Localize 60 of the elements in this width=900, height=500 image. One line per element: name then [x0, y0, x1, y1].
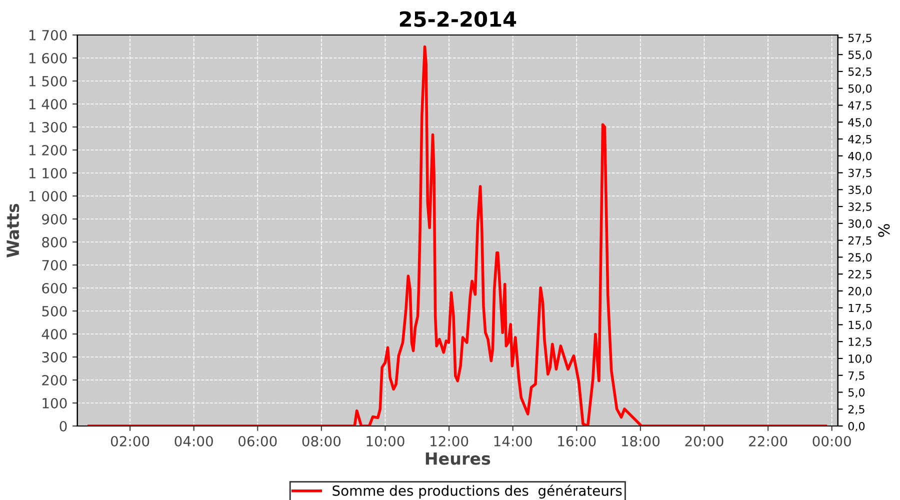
x-tick-label: 10:00 — [366, 436, 404, 446]
y2-tick-label: 50,0 — [848, 84, 872, 94]
x-tick-label: 12:00 — [430, 436, 468, 446]
y2-tick-label: 25,0 — [848, 253, 872, 263]
y2-tick-label: 30,0 — [848, 219, 872, 229]
y2-tick-label: 22,5 — [848, 270, 872, 280]
y2-tick-label: 12,5 — [848, 338, 872, 348]
y-tick-label: 800 — [42, 236, 67, 248]
y2-tick-label: 0,0 — [848, 422, 865, 432]
y2-tick-label: 27,5 — [848, 236, 872, 246]
y-tick-label: 700 — [42, 260, 67, 270]
y2-tick-label: 37,5 — [848, 168, 872, 178]
y2-tick-label: 52,5 — [848, 67, 872, 77]
y2-tick-label: 15,0 — [848, 320, 872, 330]
y-tick-label: 1 200 — [29, 144, 67, 156]
y-tick-label: 1 600 — [29, 52, 67, 64]
y-tick-label: 1 400 — [29, 98, 67, 110]
y2-tick-label: 17,5 — [848, 304, 872, 314]
y-axis-title: Watts — [6, 204, 20, 258]
line-series — [87, 45, 828, 426]
y-tick-label: 600 — [42, 282, 67, 294]
y2-tick-label: 7,5 — [848, 371, 864, 381]
y2-tick-label: 2,5 — [848, 405, 864, 415]
y2-tick-label: 20,0 — [848, 286, 872, 296]
y-tick-label: 300 — [42, 352, 67, 362]
x-tick-label: 02:00 — [110, 436, 150, 446]
y2-tick-label: 47,5 — [848, 101, 872, 111]
y2-tick-label: 57,5 — [848, 34, 872, 44]
y2-tick-label: 10,0 — [848, 354, 872, 364]
y-tick-label: 200 — [42, 374, 67, 386]
x-tick-label: 16:00 — [558, 436, 596, 446]
x-tick-label: 22:00 — [749, 436, 788, 446]
y-tick-label: 1 500 — [29, 76, 67, 86]
y-tick-label: 400 — [42, 328, 67, 340]
y-tick-label: 1 700 — [29, 30, 67, 40]
y2-tick-label: 35,0 — [848, 186, 872, 196]
y2-tick-label: 42,5 — [848, 134, 872, 145]
y2-axis-title: % — [878, 224, 890, 237]
y2-tick-label: 5,0 — [848, 388, 865, 398]
y2-tick-label: 32,5 — [848, 202, 872, 212]
x-tick-label: 08:00 — [302, 436, 341, 446]
x-axis-title: Heures — [426, 452, 490, 465]
y-tick-label: 1 300 — [29, 122, 67, 132]
y2-tick-label: 45,0 — [848, 118, 872, 128]
legend-label: Somme des productions des générateurs — [332, 484, 622, 499]
x-tick-label: 18:00 — [622, 436, 660, 446]
x-tick-label: 04:00 — [174, 436, 213, 446]
y-tick-label: 1 100 — [29, 168, 67, 178]
x-tick-label: 20:00 — [685, 436, 724, 446]
y-tick-label: 1 000 — [29, 190, 67, 202]
y2-tick-label: 40,0 — [848, 152, 872, 162]
chart-title: 25-2-2014 — [400, 11, 516, 27]
x-tick-label: 06:00 — [238, 436, 277, 446]
x-tick-label: 14:00 — [494, 436, 532, 446]
y-tick-label: 0 — [60, 420, 67, 432]
y-tick-label: 100 — [42, 398, 67, 408]
y2-tick-label: 55,0 — [848, 50, 872, 60]
y-tick-label: 500 — [42, 306, 67, 316]
y-tick-label: 900 — [42, 214, 67, 224]
x-tick-label: 00:00 — [812, 436, 851, 446]
